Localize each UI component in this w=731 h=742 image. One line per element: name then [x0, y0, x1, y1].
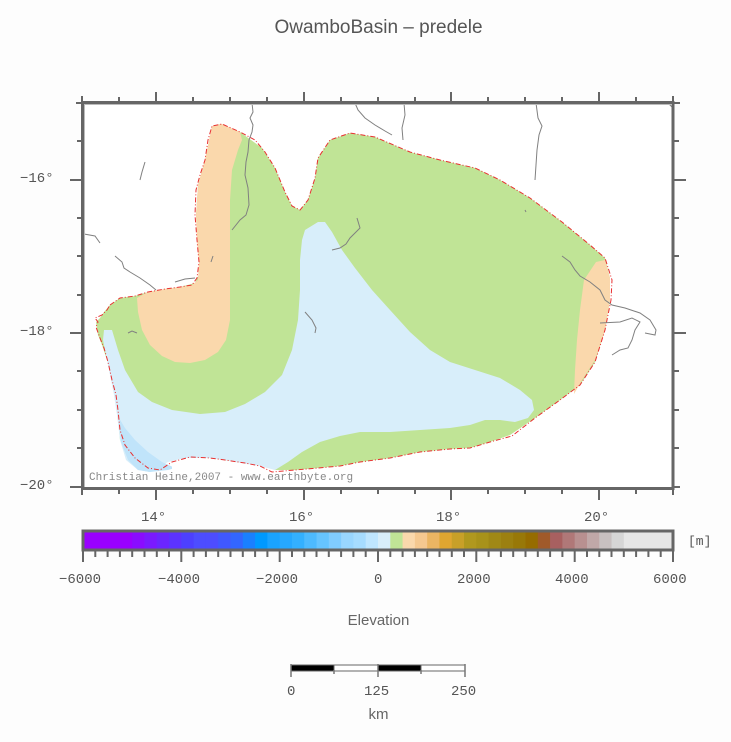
colorbar-label-neg2000: −2000: [256, 572, 299, 588]
map-credit: Christian Heine,2007 - www.earthbyte.org: [89, 472, 354, 484]
lat-label-16s: −16°: [20, 171, 54, 187]
colorbar-label-2000: 2000: [457, 572, 491, 588]
colorbar-label-neg4000: −4000: [158, 572, 201, 588]
colorbar-label-6000: 6000: [653, 572, 687, 588]
colorbar-ticks: [82, 551, 674, 562]
scale-bar: [290, 664, 466, 677]
basin-orange-east-region: [574, 260, 610, 394]
colorbar-label-0: 0: [374, 572, 383, 588]
colorbar-title: Elevation: [347, 612, 410, 629]
colorbar-label-4000: 4000: [555, 572, 589, 588]
lon-label-16: 16°: [289, 510, 315, 526]
colorbar-unit: [m]: [688, 534, 712, 549]
basin-lightblue-region: [103, 222, 534, 472]
lon-label-18: 18°: [436, 510, 462, 526]
lon-label-14: 14°: [141, 510, 167, 526]
scalebar-label-0: 0: [287, 684, 296, 700]
lon-label-20: 20°: [584, 510, 610, 526]
elevation-grid: [96, 124, 610, 472]
map-title: OwamboBasin – predele: [274, 17, 483, 38]
scalebar-label-125: 125: [364, 684, 390, 700]
basin-blue-region: [119, 418, 175, 472]
right-axis-ticks: [673, 102, 686, 488]
scalebar-label-250: 250: [451, 684, 477, 700]
lat-label-18s: −18°: [20, 324, 54, 340]
scalebar-unit: km: [368, 706, 389, 723]
basin-boundary-line: [94, 123, 613, 473]
colorbar-frame: [81, 529, 675, 552]
river-lines: [83, 102, 674, 356]
basin-southern-margin: [172, 458, 275, 470]
colorbar-cells: [83, 531, 674, 550]
basin-orange-west-region: [137, 124, 242, 363]
lat-label-20s: −20°: [20, 478, 54, 494]
left-axis-ticks: [70, 102, 82, 488]
colorbar-label-neg6000: −6000: [59, 572, 102, 588]
bottom-axis-ticks: [81, 489, 674, 500]
top-axis-ticks: [81, 92, 674, 102]
